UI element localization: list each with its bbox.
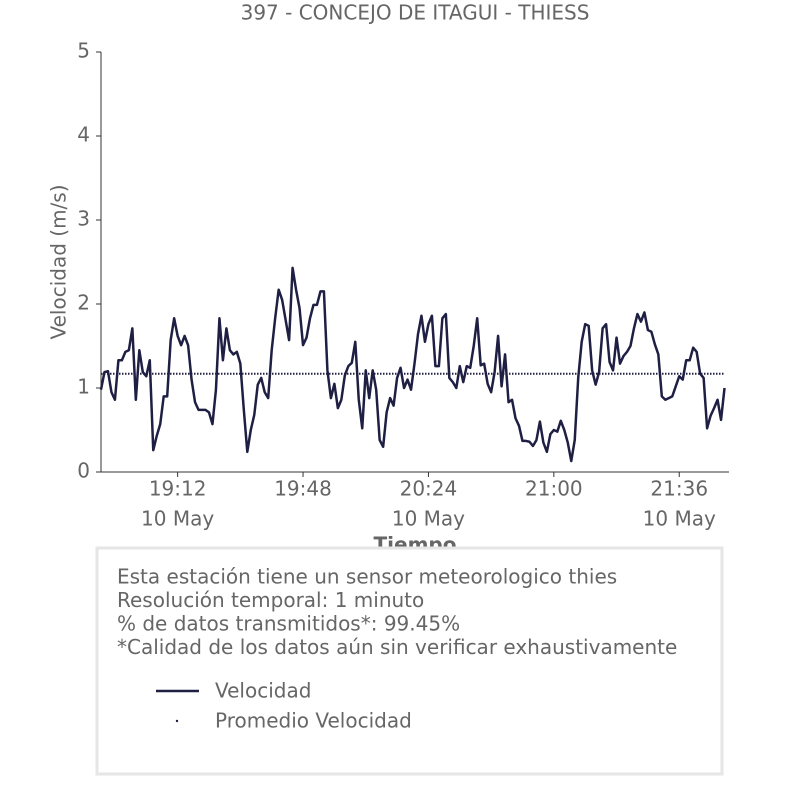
info-line: Esta estación tiene un sensor meteorolog… (117, 565, 617, 589)
y-tick-label: 2 (77, 291, 90, 315)
legend-label: Velocidad (215, 679, 311, 703)
legend-swatch (175, 719, 179, 723)
y-tick-label: 1 (77, 375, 90, 399)
info-line: Resolución temporal: 1 minuto (117, 588, 424, 612)
x-tick-label: 20:24 (400, 477, 458, 501)
data-line (99, 266, 726, 463)
x-tick-label: 21:36 (650, 477, 708, 501)
y-tick-label: 0 (77, 459, 90, 483)
x-tick-date: 10 May (643, 507, 716, 531)
info-box (95, 546, 724, 776)
x-tick-label: 21:00 (525, 477, 583, 501)
x-tick-label: 19:48 (274, 477, 332, 501)
y-tick-label: 3 (77, 207, 90, 231)
y-tick-label: 4 (77, 123, 90, 147)
chart-title: 397 - CONCEJO DE ITAGUI - THIESS (241, 1, 590, 25)
y-axis-label: Velocidad (m/s) (47, 184, 71, 339)
x-tick-date: 10 May (392, 507, 465, 531)
info-line: % de datos transmitidos*: 99.45% (117, 612, 460, 636)
info-line: *Calidad de los datos aún sin verificar … (117, 635, 677, 659)
legend-label: Promedio Velocidad (215, 709, 412, 733)
x-tick-label: 19:12 (149, 477, 207, 501)
y-tick-label: 5 (77, 39, 90, 63)
x-tick-date: 10 May (141, 507, 214, 531)
